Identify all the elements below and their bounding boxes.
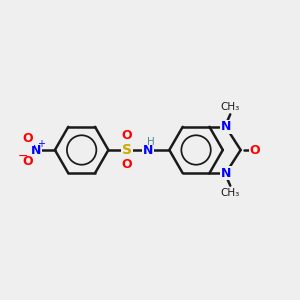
Text: O: O [250, 143, 260, 157]
Text: CH₃: CH₃ [220, 188, 240, 198]
Text: O: O [122, 129, 132, 142]
Text: −: − [17, 149, 28, 162]
Text: O: O [122, 158, 132, 171]
Text: N: N [220, 120, 231, 133]
Text: O: O [23, 155, 34, 168]
Text: N: N [143, 143, 153, 157]
Text: +: + [37, 139, 45, 149]
Text: N: N [220, 167, 231, 180]
Text: N: N [31, 143, 42, 157]
Text: S: S [122, 143, 132, 157]
Text: H: H [147, 137, 155, 147]
Text: CH₃: CH₃ [220, 102, 240, 112]
Text: O: O [23, 132, 34, 145]
